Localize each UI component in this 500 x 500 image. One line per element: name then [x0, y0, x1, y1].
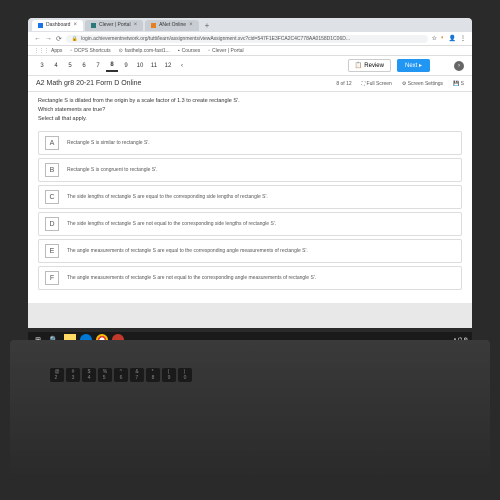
- choice-d[interactable]: DThe side lengths of rectangle S are not…: [38, 212, 462, 236]
- bookmark-fasthelp[interactable]: ⊙ fasthelp.com-fast1...: [119, 48, 170, 54]
- qnum-4[interactable]: 4: [50, 60, 62, 72]
- choice-e[interactable]: EThe angle measurements of rectangle S a…: [38, 239, 462, 263]
- bookmark-clever[interactable]: ▫ Clever | Portal: [208, 48, 243, 54]
- choice-f[interactable]: FThe angle measurements of rectangle S a…: [38, 266, 462, 290]
- qnum-5[interactable]: 5: [64, 60, 76, 72]
- save-button[interactable]: 💾 S: [453, 81, 464, 87]
- qnum-12[interactable]: 12: [162, 60, 174, 72]
- qnum-7[interactable]: 7: [92, 60, 104, 72]
- qnum-6[interactable]: 6: [78, 60, 90, 72]
- question-line1: Rectangle S is dilated from the origin b…: [38, 98, 462, 104]
- tab-icon: [91, 23, 96, 28]
- progress-text: 8 of 12: [336, 81, 351, 87]
- back-icon[interactable]: ←: [34, 35, 41, 42]
- bookmark-courses[interactable]: ▪ Courses: [178, 48, 200, 54]
- qnum-11[interactable]: 11: [148, 60, 160, 72]
- fullscreen-button[interactable]: ⛶ Full Screen: [362, 81, 392, 87]
- answer-choices: ARectangle S is similar to rectangle S'.…: [28, 131, 472, 303]
- choice-a[interactable]: ARectangle S is similar to rectangle S'.: [38, 131, 462, 155]
- question-nav-bar: 3 4 5 6 7 8 9 10 11 12 ‹ 📋 Review Next ▸…: [28, 56, 472, 76]
- bookmark-apps[interactable]: ⋮⋮⋮ Apps: [34, 48, 62, 54]
- assessment-title-bar: A2 Math gr8 20-21 Form D Online 8 of 12 …: [28, 76, 472, 92]
- question-text: Rectangle S is dilated from the origin b…: [28, 92, 472, 131]
- bookmarks-bar: ⋮⋮⋮ Apps ▫ DCPS Shortcuts ⊙ fasthelp.com…: [28, 46, 472, 56]
- star-icon[interactable]: ☆: [432, 35, 437, 42]
- tab-icon: [151, 23, 156, 28]
- expand-icon[interactable]: ›: [454, 61, 464, 71]
- close-icon[interactable]: ×: [73, 22, 77, 28]
- choice-b[interactable]: BRectangle S is congruent to rectangle S…: [38, 158, 462, 182]
- qnum-3[interactable]: 3: [36, 60, 48, 72]
- lock-icon: 🔒: [72, 36, 78, 42]
- url-input[interactable]: 🔒login.achievementnetwork.org/tutti/lear…: [66, 35, 428, 43]
- qnum-8[interactable]: 8: [106, 60, 118, 72]
- qnum-9[interactable]: 9: [120, 60, 132, 72]
- forward-icon[interactable]: →: [45, 35, 52, 42]
- choice-c[interactable]: CThe side lengths of rectangle S are equ…: [38, 185, 462, 209]
- tab-clever[interactable]: Clever | Portal×: [85, 20, 143, 31]
- menu-icon[interactable]: ⋮: [460, 35, 466, 42]
- next-button[interactable]: Next ▸: [397, 59, 430, 72]
- settings-button[interactable]: ⚙ Screen Settings: [402, 81, 443, 87]
- new-tab-button[interactable]: +: [201, 21, 214, 30]
- close-icon[interactable]: ×: [134, 22, 138, 28]
- review-button[interactable]: 📋 Review: [348, 59, 391, 72]
- reload-icon[interactable]: ⟳: [56, 35, 62, 43]
- qnum-prev[interactable]: ‹: [176, 60, 188, 72]
- close-icon[interactable]: ×: [189, 22, 193, 28]
- tab-icon: [38, 23, 43, 28]
- tab-anet[interactable]: ANet Online×: [145, 20, 198, 31]
- question-line2: Which statements are true?: [38, 107, 462, 113]
- screen-area: Dashboard× Clever | Portal× ANet Online×…: [28, 18, 472, 328]
- qnum-10[interactable]: 10: [134, 60, 146, 72]
- bookmark-dcps[interactable]: ▫ DCPS Shortcuts: [70, 48, 110, 54]
- address-bar: ← → ⟳ 🔒login.achievementnetwork.org/tutt…: [28, 32, 472, 46]
- profile-icon[interactable]: 👤: [449, 35, 456, 42]
- browser-tab-strip: Dashboard× Clever | Portal× ANet Online×…: [28, 18, 472, 32]
- assessment-title: A2 Math gr8 20-21 Form D Online: [36, 80, 141, 87]
- addr-actions: ☆ ◐ 👤 ⋮: [432, 35, 467, 42]
- laptop-keyboard: @2#3$4%5^6&7*8(9)0: [10, 340, 490, 480]
- tab-dashboard[interactable]: Dashboard×: [32, 20, 83, 31]
- question-line3: Select all that apply.: [38, 116, 462, 122]
- extension-icon[interactable]: ◐: [441, 35, 445, 42]
